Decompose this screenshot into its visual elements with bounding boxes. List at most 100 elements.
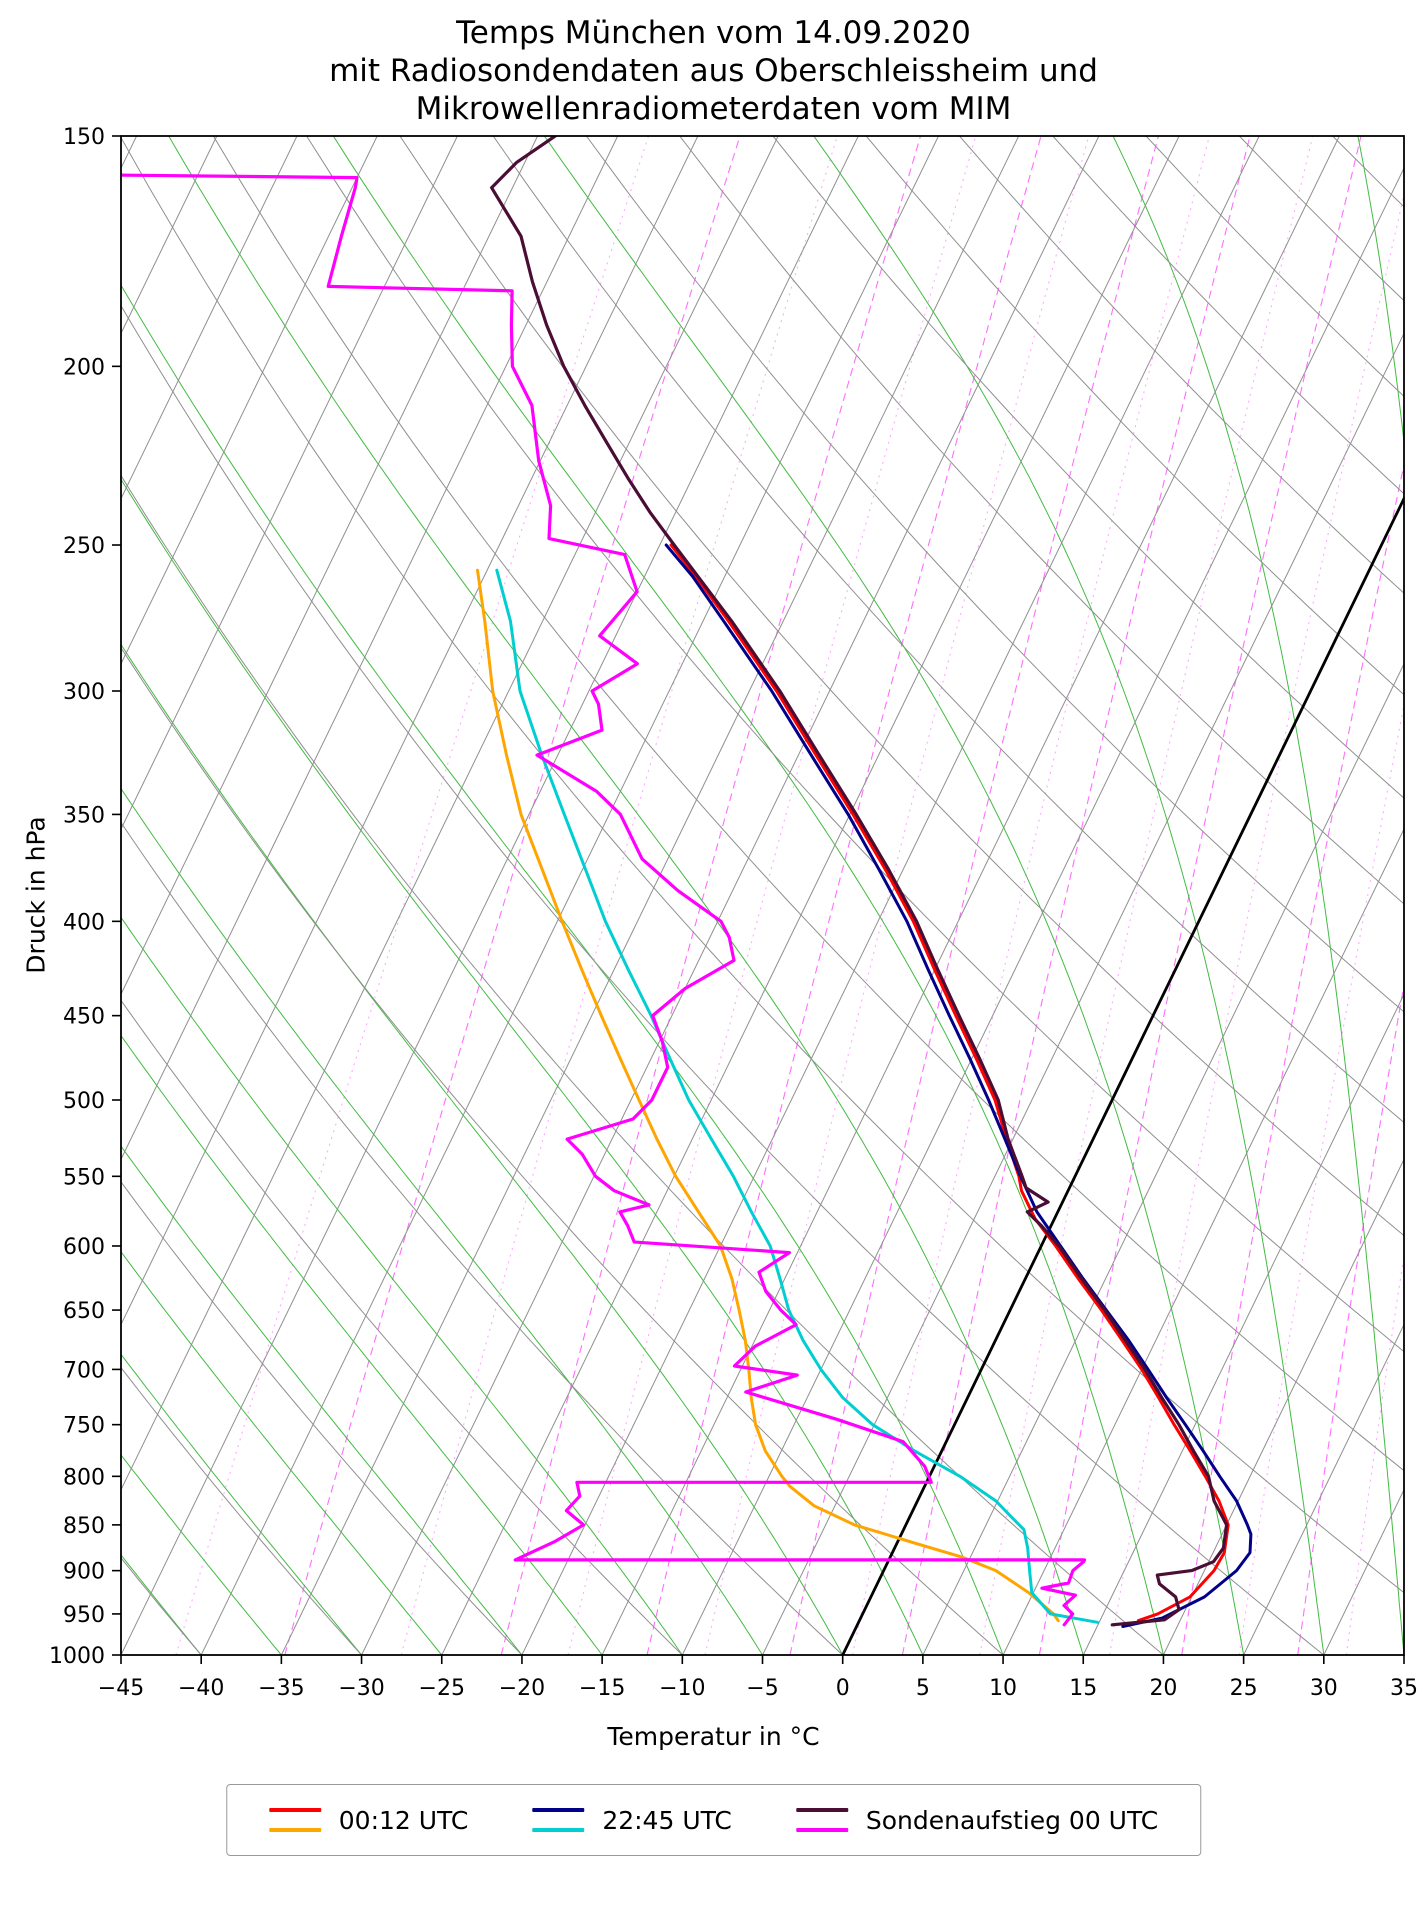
moist-adiabat-line bbox=[121, 478, 924, 1655]
axes: −45 −40 −35 −30 −25 −20 −15 −10 −5 0 5 10 15 20 25 30 35… bbox=[49, 125, 1418, 1701]
isotherm-line bbox=[121, 136, 859, 1655]
legend-entry-2245utc: 22:45 UTC bbox=[532, 1799, 732, 1841]
moist-adiabat-line bbox=[121, 1250, 443, 1655]
x-axis-label: Temperatur in °C bbox=[607, 1722, 820, 1751]
isotherm-line bbox=[280, 136, 1020, 1655]
mixing-ratio-line bbox=[901, 136, 1251, 1655]
isotherm-line bbox=[762, 332, 1404, 1655]
isotherm-line bbox=[1243, 1323, 1404, 1655]
moist-adiabat-line bbox=[121, 1145, 523, 1655]
y-tick-label: 1000 bbox=[49, 1644, 105, 1669]
y-tick-label: 400 bbox=[63, 910, 105, 935]
x-tick-label: 25 bbox=[1230, 1676, 1258, 1701]
legend: 00:12 UTC 22:45 UTC Sondenaufstieg 00 UT… bbox=[225, 1784, 1202, 1856]
moist-adiabat-line bbox=[121, 1454, 282, 1655]
y-tick-label: 750 bbox=[63, 1414, 105, 1439]
moist-adiabat-line bbox=[1357, 136, 1404, 447]
y-axis-label: Druck in hPa bbox=[21, 816, 51, 974]
legend-swatch-sondenaufstieg bbox=[795, 1799, 848, 1841]
mixing-ratio-line bbox=[789, 136, 1159, 1655]
dry-adiabat-line bbox=[585, 136, 1404, 1013]
y-tick-label: 550 bbox=[63, 1165, 105, 1190]
mixing-ratio-line bbox=[567, 136, 977, 1655]
legend-entry-sondenaufstieg: Sondenaufstieg 00 UTC bbox=[795, 1799, 1159, 1841]
isotherm-line bbox=[121, 136, 619, 1161]
legend-line-darkpurple bbox=[795, 1808, 848, 1812]
isotherm-line bbox=[121, 136, 378, 665]
y-tick-label: 500 bbox=[63, 1089, 105, 1114]
y-tick-label: 200 bbox=[63, 355, 105, 380]
isotherm-line bbox=[681, 166, 1404, 1655]
dry-adiabat-line bbox=[121, 474, 1164, 1655]
x-tick-label: 15 bbox=[1069, 1676, 1097, 1701]
y-tick-label: 650 bbox=[63, 1299, 105, 1324]
mixing-ratio-line bbox=[704, 136, 1090, 1655]
legend-line-red bbox=[268, 1808, 321, 1812]
x-tick-label: −40 bbox=[178, 1676, 224, 1701]
dry-adiabat-line bbox=[1332, 136, 1404, 208]
zero-isotherm-line bbox=[841, 495, 1404, 1655]
mixing-ratio-line bbox=[500, 136, 922, 1655]
legend-label-2245utc: 22:45 UTC bbox=[602, 1805, 732, 1835]
isotherm-line bbox=[441, 136, 1180, 1655]
x-tick-label: 35 bbox=[1390, 1676, 1418, 1701]
x-tick-label: −25 bbox=[419, 1676, 465, 1701]
isotherm-line bbox=[1323, 1488, 1404, 1655]
x-tick-label: 10 bbox=[989, 1676, 1017, 1701]
y-tick-label: 700 bbox=[63, 1358, 105, 1383]
dry-adiabat-line bbox=[679, 136, 1404, 905]
mixing-ratio-line bbox=[979, 136, 1314, 1655]
legend-swatch-2245utc bbox=[532, 1799, 585, 1841]
isotherm-line bbox=[922, 662, 1404, 1655]
isotherm-line bbox=[521, 136, 1260, 1655]
dry-adiabat-line bbox=[959, 136, 1404, 594]
mixing-ratio-line bbox=[1238, 702, 1404, 1655]
legend-swatch-0012utc bbox=[268, 1799, 321, 1841]
y-tick-label: 950 bbox=[63, 1603, 105, 1628]
y-tick-label: 800 bbox=[63, 1465, 105, 1490]
mixing-ratio-line bbox=[400, 136, 838, 1655]
y-tick-label: 350 bbox=[63, 803, 105, 828]
series-td-sondenaufstieg bbox=[121, 173, 1087, 1627]
mixing-ratio-line bbox=[646, 136, 1042, 1655]
moist-adiabat-line bbox=[813, 136, 1325, 1655]
y-tick-label: 600 bbox=[63, 1235, 105, 1260]
dry-adiabat-line bbox=[121, 821, 844, 1655]
isotherm-line bbox=[121, 136, 298, 500]
isotherm-line bbox=[121, 136, 458, 831]
series-t-sondenaufstieg bbox=[490, 136, 1229, 1627]
dry-adiabat-line bbox=[1052, 136, 1404, 495]
series-td-0012utc bbox=[476, 568, 1060, 1623]
legend-line-magenta bbox=[795, 1828, 848, 1832]
dry-adiabat-line bbox=[492, 136, 1404, 1124]
x-tick-label: −45 bbox=[98, 1676, 144, 1701]
isotherm-line bbox=[200, 136, 939, 1655]
dry-adiabat-line bbox=[121, 136, 1404, 1594]
moist-adiabat-line bbox=[1112, 136, 1404, 1655]
chart-title-line-1: Temps München vom 14.09.2020 bbox=[456, 15, 971, 51]
series-td-2245utc bbox=[495, 568, 1099, 1624]
y-tick-label: 450 bbox=[63, 1005, 105, 1030]
moist-adiabat-line bbox=[332, 136, 1164, 1655]
isotherm-line bbox=[601, 136, 1340, 1655]
x-tick-label: 30 bbox=[1310, 1676, 1338, 1701]
dry-adiabat-line bbox=[1238, 136, 1404, 302]
legend-label-sondenaufstieg: Sondenaufstieg 00 UTC bbox=[865, 1805, 1159, 1835]
moist-adiabat-line bbox=[121, 1034, 603, 1655]
dry-adiabat-line bbox=[306, 136, 1404, 1353]
x-tick-label: 5 bbox=[916, 1676, 930, 1701]
isotherm-line bbox=[121, 136, 779, 1491]
mixing-ratio-line bbox=[851, 136, 1210, 1655]
moist-adiabat-line bbox=[121, 643, 844, 1655]
mixing-ratio-line bbox=[1181, 461, 1404, 1655]
moist-adiabat-line bbox=[121, 1353, 362, 1655]
isotherm-line bbox=[1082, 993, 1404, 1655]
moist-adiabat-line bbox=[121, 787, 763, 1655]
legend-entry-0012utc: 00:12 UTC bbox=[268, 1799, 468, 1841]
x-tick-label: −20 bbox=[499, 1676, 545, 1701]
moist-adiabat-line bbox=[121, 284, 1004, 1655]
legend-line-navy bbox=[532, 1808, 585, 1812]
legend-line-orange bbox=[268, 1828, 321, 1832]
y-tick-label: 300 bbox=[63, 680, 105, 705]
